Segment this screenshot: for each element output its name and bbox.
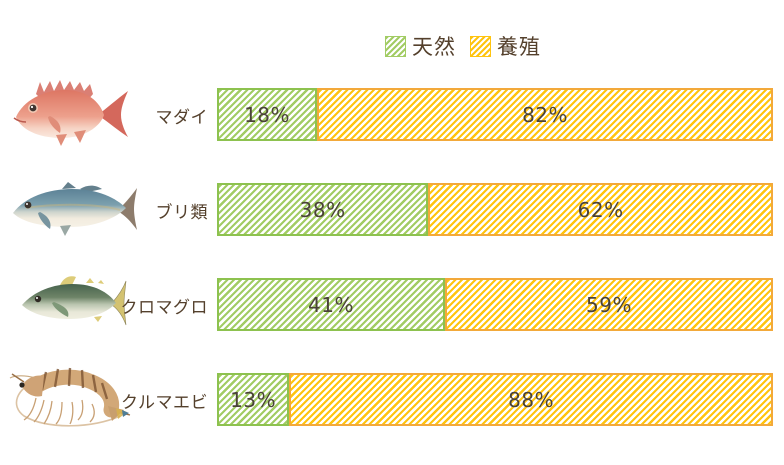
natural-percent-label: 18% [244,102,291,127]
natural-percent-label: 13% [230,387,277,412]
row-label-madai: マダイ [155,108,208,128]
legend: 天然 養殖 [385,31,541,61]
stacked-bar-buri: 38% 62% [217,183,773,236]
stacked-bar-madai: 18% 82% [217,88,773,141]
farmed-segment: 62% [428,183,773,236]
farmed-percent-label: 88% [508,387,555,412]
yellowtail-icon [13,182,137,236]
red-sea-bream-icon [13,80,128,146]
natural-segment: 18% [217,88,318,141]
kuruma-prawn-icon [9,367,131,427]
natural-percent-label: 38% [299,197,346,222]
legend-label-natural: 天然 [412,35,456,59]
farmed-percent-label: 82% [522,102,569,127]
natural-percent-label: 41% [308,292,354,317]
farmed-swatch-icon [470,35,491,57]
row-label-kuromaguro: クロマグロ [120,298,208,318]
stacked-bar-kurumaebi: 13% 88% [217,373,773,426]
farmed-percent-label: 59% [586,292,632,317]
legend-label-farmed: 養殖 [497,35,541,59]
natural-segment: 41% [217,278,445,331]
row-label-kurumaebi: クルマエビ [121,393,208,413]
legend-item-natural: 天然 [385,31,456,61]
farmed-percent-label: 62% [577,197,624,222]
farmed-segment: 88% [289,373,773,426]
legend-item-farmed: 養殖 [470,31,541,61]
farmed-segment: 82% [317,88,773,141]
row-label-buri: ブリ類 [155,203,208,223]
stacked-bar-kuromaguro: 41% 59% [217,278,773,331]
bluefin-tuna-icon [22,276,127,326]
farmed-segment: 59% [444,278,773,331]
natural-swatch-icon [385,35,406,57]
natural-segment: 38% [217,183,429,236]
natural-segment: 13% [217,373,290,426]
